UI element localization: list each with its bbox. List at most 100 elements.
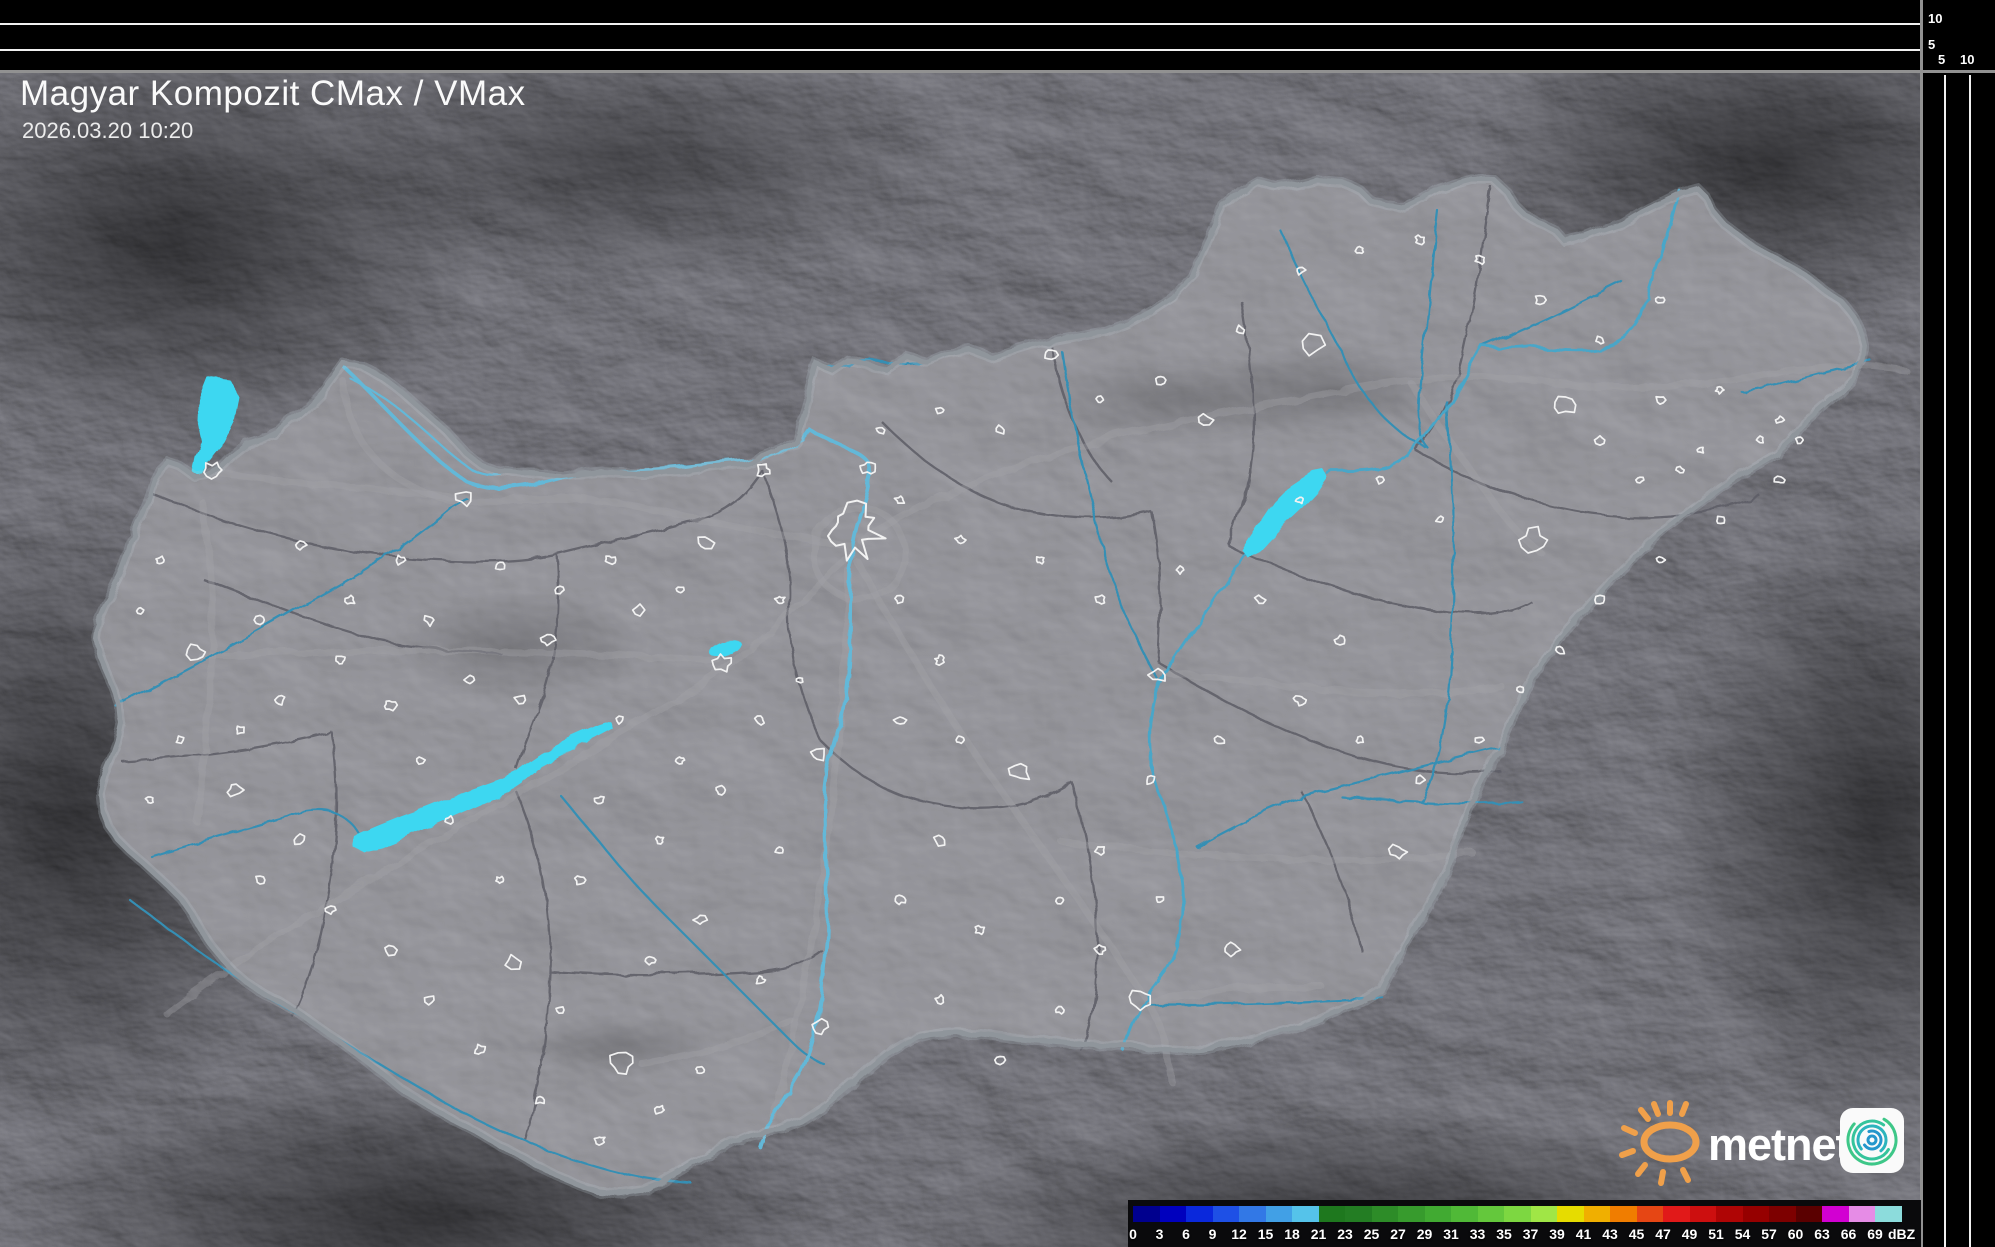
- settlement-outline: [894, 894, 907, 906]
- legend-tick-label: 9: [1208, 1226, 1217, 1242]
- settlement-outline: [423, 995, 435, 1006]
- settlement-outline: [593, 795, 605, 805]
- settlement-outline: [226, 783, 245, 798]
- settlement-outline: [654, 835, 665, 845]
- settlement-outline: [953, 534, 967, 545]
- settlement-outline: [755, 975, 767, 985]
- settlement-outline: [1534, 294, 1548, 306]
- settlement-outline: [1595, 335, 1605, 345]
- legend-tick-label: 37: [1522, 1226, 1539, 1242]
- legend-cell: [1610, 1206, 1637, 1222]
- settlement-outline: [1755, 435, 1765, 444]
- settlement-outline: [653, 1104, 666, 1115]
- legend-cell: [1848, 1206, 1875, 1222]
- settlement-outline: [1146, 774, 1156, 786]
- legend-tick-label: 51: [1708, 1226, 1724, 1242]
- settlement-outline: [463, 674, 476, 685]
- legend-tick-label: 41: [1575, 1226, 1592, 1242]
- settlement-outline: [573, 875, 587, 886]
- legend-tick-label: 0: [1129, 1226, 1137, 1242]
- settlement-outline: [1301, 332, 1327, 357]
- settlement-outline: [1414, 234, 1426, 246]
- settlement-outline: [554, 585, 565, 595]
- settlement-outline: [534, 1095, 546, 1105]
- legend-cell: [1636, 1206, 1663, 1222]
- settlement-outline: [144, 796, 154, 805]
- settlement-outline: [674, 756, 686, 765]
- settlement-outline: [1715, 515, 1726, 525]
- settlement-outline: [1095, 395, 1105, 404]
- settlement-outline: [185, 643, 207, 661]
- settlement-outline: [513, 694, 527, 705]
- settlement-outline: [1714, 385, 1725, 395]
- settlement-outline: [473, 1043, 487, 1055]
- settlement-outline: [1155, 896, 1165, 904]
- legend-tick-label: 25: [1363, 1226, 1380, 1242]
- settlement-outline: [175, 735, 185, 745]
- settlement-outline: [1146, 667, 1166, 682]
- legend-cell: [1159, 1206, 1186, 1222]
- legend-cell: [1265, 1206, 1292, 1222]
- settlement-outline: [384, 944, 399, 957]
- settlement-outline: [1773, 475, 1786, 484]
- settlement-outline: [324, 905, 337, 916]
- lake-balaton: [350, 721, 612, 850]
- settlement-outline: [933, 654, 945, 667]
- settlement-outline: [1354, 245, 1365, 255]
- settlement-outline: [1035, 555, 1045, 565]
- settlement-outline: [711, 653, 733, 673]
- legend-cell: [1345, 1206, 1372, 1222]
- settlement-outline: [675, 586, 685, 594]
- settlement-outline: [1696, 446, 1705, 454]
- settlement-outline: [1175, 565, 1185, 576]
- ruler-right-label-5: 5: [1938, 52, 1946, 67]
- ruler-lines: [0, 23, 1971, 1247]
- settlement-outline: [253, 614, 266, 626]
- settlement-outline: [1154, 375, 1167, 386]
- legend-tick-label: 15: [1257, 1226, 1274, 1242]
- ruler-top-label-10: 10: [1928, 11, 1943, 26]
- legend-tick-label: 21: [1310, 1226, 1327, 1242]
- settlement-outline: [593, 1136, 606, 1146]
- legend-cell: [1504, 1206, 1531, 1222]
- legend-tick-label: 47: [1655, 1226, 1671, 1242]
- settlement-outline: [1794, 436, 1805, 445]
- settlement-outline: [1294, 496, 1304, 505]
- settlement-outline: [934, 993, 945, 1006]
- legend-tick-label: 43: [1602, 1226, 1618, 1242]
- settlement-outline: [715, 784, 727, 796]
- ruler-top-label-5: 5: [1928, 37, 1936, 52]
- settlement-outline: [692, 914, 709, 926]
- legend-cell: [1530, 1206, 1557, 1222]
- settlement-outline: [609, 1051, 634, 1075]
- settlement-outline: [255, 875, 266, 885]
- metnet-app-icon: [1840, 1108, 1904, 1173]
- legend-cell: [1318, 1206, 1345, 1222]
- settlement-outline: [495, 875, 505, 885]
- settlement-outline: [934, 406, 945, 415]
- settlement-outline: [604, 555, 617, 566]
- settlement-outline: [555, 1006, 565, 1015]
- settlement-outline: [893, 495, 906, 504]
- settlement-outline: [1007, 762, 1031, 781]
- settlement-outline: [859, 461, 877, 475]
- legend-cell: [1769, 1206, 1796, 1222]
- settlement-outline: [1128, 989, 1152, 1012]
- legend-tick-label: 39: [1549, 1226, 1565, 1242]
- legend-cell: [1742, 1206, 1769, 1222]
- metnet-wordmark: metnet: [1708, 1119, 1851, 1170]
- timestamp: 2026.03.20 10:20: [22, 118, 194, 143]
- settlement-outline: [894, 594, 905, 605]
- ruler-right-label-10: 10: [1960, 52, 1975, 67]
- settlement-outline: [1224, 941, 1242, 958]
- legend-cell: [1557, 1206, 1584, 1222]
- legend-tick-label: 31: [1443, 1226, 1459, 1242]
- settlement-outline: [335, 655, 346, 665]
- settlement-outline: [294, 540, 308, 551]
- settlement-outline: [395, 554, 407, 566]
- settlement-outlines: [135, 234, 1805, 1146]
- settlement-outline: [1355, 735, 1365, 744]
- settlement-outline: [273, 694, 286, 706]
